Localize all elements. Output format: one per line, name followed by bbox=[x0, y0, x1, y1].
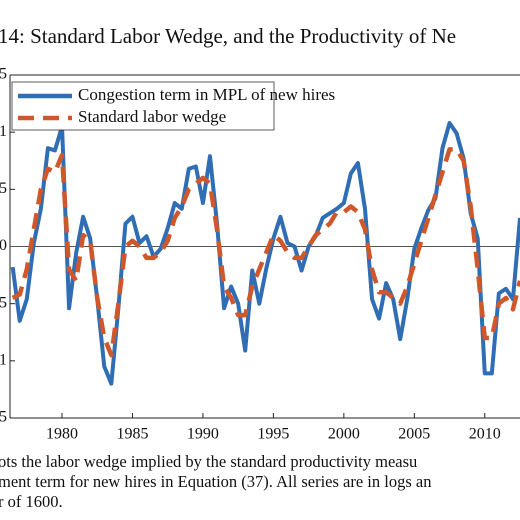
legend: Congestion term in MPL of new hires Stand… bbox=[11, 81, 335, 131]
y-tick-label: 0 bbox=[0, 237, 7, 254]
legend-box bbox=[11, 81, 275, 131]
y-tick-label: 5 bbox=[0, 180, 7, 197]
x-tick-label: 1995 bbox=[257, 426, 289, 443]
y-tick-label: 1 bbox=[0, 123, 7, 140]
x-tick-label: 1980 bbox=[46, 426, 78, 443]
x-tick-label: 2000 bbox=[328, 426, 360, 443]
plot-area: 5 1 5 0 5 1 5 1980 1985 1990 1995 2000 2005 2010 bbox=[0, 66, 520, 443]
x-tick-label: 2010 bbox=[469, 426, 501, 443]
x-tick-label: 1990 bbox=[187, 426, 219, 443]
legend-label: Standard labor wedge bbox=[78, 107, 226, 126]
chart-title: 14: Standard Labor Wedge, and the Produc… bbox=[0, 24, 456, 48]
x-tick-label: 2005 bbox=[398, 426, 430, 443]
series-line bbox=[11, 147, 520, 358]
y-tick-label: 5 bbox=[0, 409, 7, 426]
y-tick-label: 5 bbox=[0, 294, 7, 311]
y-tick-label: 5 bbox=[0, 66, 7, 83]
caption-line: ots the labor wedge implied by the stand… bbox=[0, 452, 417, 471]
legend-label: Congestion term in MPL of new hires bbox=[78, 85, 335, 104]
y-tick-label: 1 bbox=[0, 352, 7, 369]
x-tick-label: 1985 bbox=[116, 426, 148, 443]
caption-line: r of 1600. bbox=[0, 492, 63, 511]
caption-line: ment term for new hires in Equation (37)… bbox=[0, 472, 431, 491]
